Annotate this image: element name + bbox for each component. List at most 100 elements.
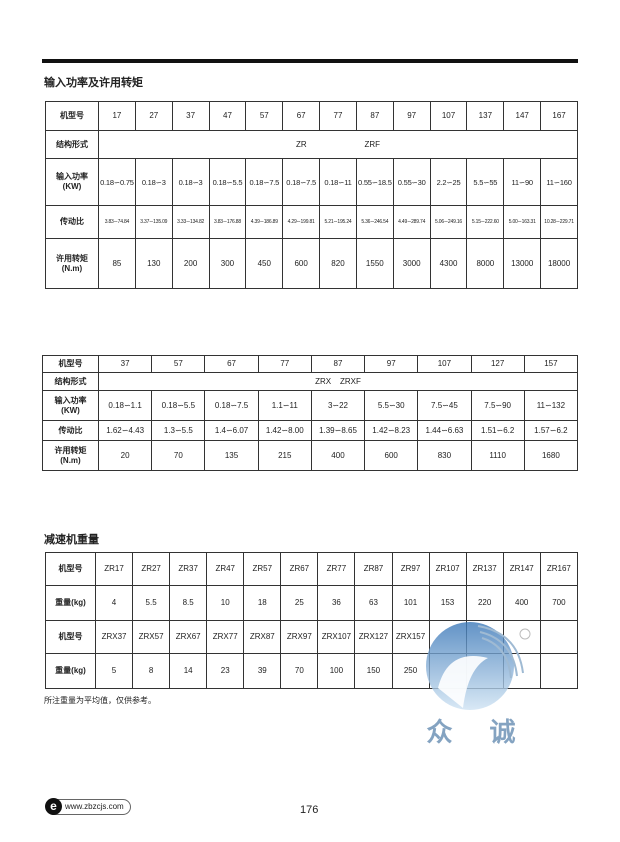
table-cell: 11∽160 (540, 158, 578, 206)
logo-lettering: 众 诚 (426, 718, 530, 748)
table-cell: 135 (204, 440, 259, 471)
table-cell: 5.06∽249.16 (429, 205, 468, 239)
table-cell: 400 (502, 585, 541, 621)
table-cell: ZR77 (317, 552, 356, 586)
table-cell: 101 (391, 585, 430, 621)
table-cell: 97 (392, 101, 431, 131)
website-badge[interactable]: e www.zbzcjs.com (45, 798, 131, 815)
company-logo (426, 622, 531, 710)
row-header: 输入功率 (KW) (45, 158, 99, 206)
table-cell: 39 (243, 653, 282, 689)
table-cell: 600 (282, 238, 321, 289)
table-row: 传动比 3.83∽74.84 3.37∽135.09 3.33∽134.82 3.83∽… (45, 205, 578, 239)
row-header: 机型号 (42, 355, 99, 373)
table-cell: 20 (97, 440, 153, 471)
table-cell: ZR67 (280, 552, 319, 586)
table-cell: ZR17 (94, 552, 134, 586)
row-header: 结构形式 (42, 372, 99, 391)
table-cell: ZR47 (206, 552, 245, 586)
table-cell: 700 (539, 585, 579, 621)
table-cell: 200 (171, 238, 210, 289)
table-cell: 63 (354, 585, 393, 621)
table-row: 输入功率 (KW) 0.18∽0.75 0.18∽3 0.18∽3 0.18∽5.5 0.1… (45, 158, 578, 206)
table-cell: 57 (151, 355, 206, 373)
table-cell: 47 (208, 101, 247, 131)
table-cell: 107 (429, 101, 468, 131)
table-cell: 1.62∽4.43 (97, 420, 153, 441)
table-cell: ZR87 (354, 552, 393, 586)
table-cell: 0.18∽7.5 (204, 390, 259, 421)
table-cell: 5.00∽163.31 (503, 205, 542, 239)
table-cell: 7.5∽90 (470, 390, 525, 421)
table-row: 输入功率 (KW) 0.18∽1.1 0.18∽5.5 0.18∽7.5 1.1∽11 3∽… (42, 390, 579, 421)
table-cell: ZRX127 (354, 620, 393, 654)
table-row: 结构形式 ZR ZRF (45, 130, 578, 159)
table-cell (539, 653, 579, 689)
table-cell: 8 (132, 653, 171, 689)
table-cell: 5 (94, 653, 134, 689)
table-cell: 600 (364, 440, 419, 471)
header-rule (42, 59, 578, 63)
table-cell: 10 (206, 585, 245, 621)
row-header: 重量(kg) (45, 585, 96, 621)
table-cell: 8000 (466, 238, 505, 289)
table-cell: 0.18∽11 (319, 158, 357, 206)
table-cell: 0.18∽3 (134, 158, 173, 206)
table-cell: 87 (310, 355, 366, 373)
table-cell: 14 (169, 653, 208, 689)
table-cell: 130 (134, 238, 173, 289)
table-cell: 23 (206, 653, 245, 689)
table-row: 许用转矩 (N.m) 85 130 200 300 450 600 820 1550 3000 430… (45, 238, 578, 289)
table-row: 重量(kg) 4 5.5 8.5 10 18 25 36 63 101 153 220 400 700 (45, 585, 579, 621)
table-cell: ZR167 (539, 552, 579, 586)
table-cell: 67 (204, 355, 259, 373)
table-cell: 153 (428, 585, 467, 621)
table-cell: 10.28∽229.71 (540, 205, 578, 239)
weight-note: 所注重量为平均值，仅供参考。 (44, 696, 156, 705)
table-cell: 1.1∽11 (257, 390, 312, 421)
table-cell: 2.2∽25 (429, 158, 468, 206)
table-cell: 0.55∽18.5 (355, 158, 394, 206)
row-header: 机型号 (45, 101, 99, 131)
table-cell: 0.18∽5.5 (208, 158, 247, 206)
power-torque-table-zrx: 机型号 37 57 67 77 87 97 107 127 157 结构形式 ZRX ZRXF 输入功率… (42, 355, 579, 471)
table-cell: 5.15∽222.60 (466, 205, 505, 239)
table-cell: 127 (470, 355, 525, 373)
table-cell: 27 (134, 101, 173, 131)
table-cell: ZR107 (428, 552, 467, 586)
table-cell: 70 (280, 653, 319, 689)
table-cell: 4.49∽289.74 (392, 205, 431, 239)
table-cell: 1.51∽6.2 (470, 420, 525, 441)
power-torque-table-zr: 机型号 17 27 37 47 57 67 77 87 97 107 137 147 167 结构形式 ZR … (45, 101, 578, 289)
table-cell: 0.18∽1.1 (97, 390, 153, 421)
table-cell: 77 (257, 355, 312, 373)
table-cell: 820 (319, 238, 357, 289)
e-icon: e (45, 798, 62, 815)
table-cell: 0.18∽0.75 (98, 158, 136, 206)
table-cell: 400 (310, 440, 366, 471)
row-header: 重量(kg) (45, 653, 96, 689)
table-cell (539, 620, 579, 654)
table-cell: ZRX37 (94, 620, 134, 654)
table-cell: 97 (364, 355, 419, 373)
table-cell: 1.3∽5.5 (151, 420, 206, 441)
table-cell: 830 (417, 440, 472, 471)
table-cell: 7.5∽45 (417, 390, 472, 421)
table-cell: ZRX57 (132, 620, 171, 654)
table-cell: ZR57 (243, 552, 282, 586)
row-header: 机型号 (45, 552, 96, 586)
page-number: 176 (300, 804, 319, 816)
website-url: www.zbzcjs.com (65, 802, 124, 811)
table-cell: 5.36∽246.54 (355, 205, 394, 239)
table-cell: 107 (417, 355, 472, 373)
table-cell: 215 (257, 440, 312, 471)
table-cell: ZR147 (502, 552, 541, 586)
table-cell: 0.18∽5.5 (151, 390, 206, 421)
table-cell: 1.44∽6.63 (417, 420, 472, 441)
table-cell: 1550 (355, 238, 394, 289)
table-cell: 0.18∽7.5 (245, 158, 284, 206)
table-cell: 3.83∽74.84 (98, 205, 136, 239)
section-title-weight: 减速机重量 (44, 533, 99, 546)
table-cell: 5.21∽195.24 (319, 205, 357, 239)
table-cell: 1.57∽6.2 (523, 420, 579, 441)
